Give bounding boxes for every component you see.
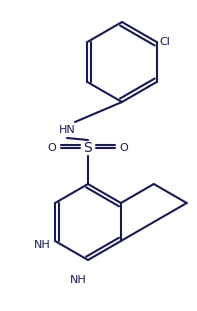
Text: Cl: Cl [160,37,171,47]
Text: O: O [120,143,128,153]
Text: NH: NH [70,275,86,285]
Text: S: S [84,141,92,155]
Text: NH: NH [34,240,51,250]
Text: HN: HN [59,125,75,135]
Text: O: O [48,143,56,153]
